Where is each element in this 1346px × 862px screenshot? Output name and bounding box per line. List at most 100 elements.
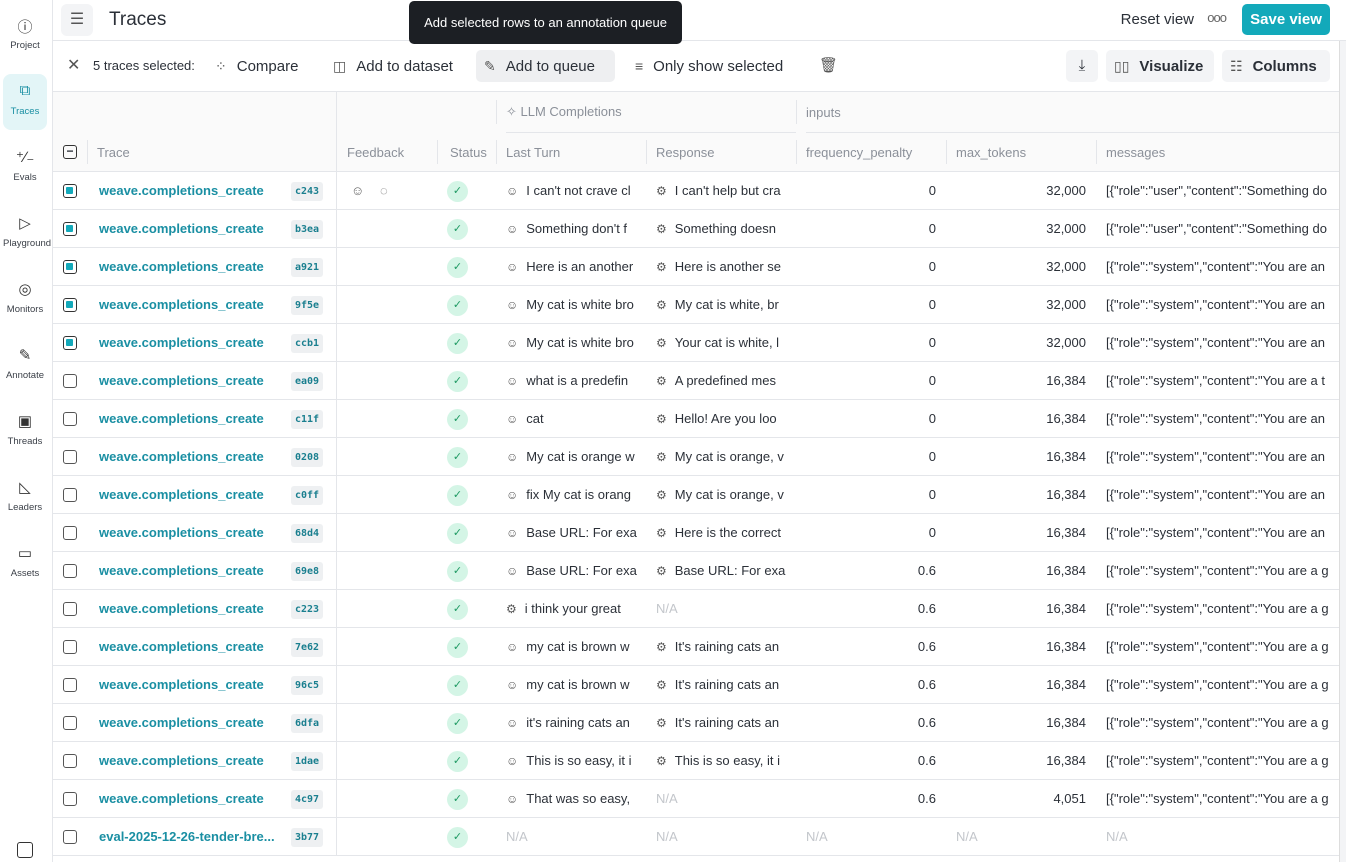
row-checkbox[interactable] (63, 526, 77, 540)
trace-name-link[interactable]: weave.completions_create (99, 525, 264, 540)
trace-name-link[interactable]: weave.completions_create (99, 297, 264, 312)
table-row[interactable]: weave.completions_create c0ff ✓ ☺ fix My c… (53, 476, 1339, 514)
trace-name-link[interactable]: weave.completions_create (99, 563, 264, 578)
trace-id-badge[interactable]: b3ea (291, 220, 324, 239)
trace-id-badge[interactable]: a921 (291, 258, 324, 277)
table-row[interactable]: weave.completions_create 1dae ✓ ☺ This is … (53, 742, 1339, 780)
download-button[interactable]: ⤓ (1066, 50, 1098, 82)
trace-id-badge[interactable]: c223 (291, 600, 324, 619)
row-checkbox[interactable] (63, 602, 77, 616)
trace-id-badge[interactable]: 9f5e (291, 296, 324, 315)
row-checkbox[interactable] (63, 336, 77, 350)
clear-selection-button[interactable]: ✕ (59, 50, 88, 82)
sidebar-item-project[interactable]: ⓘ Project (3, 8, 47, 64)
row-checkbox[interactable] (63, 754, 77, 768)
row-checkbox[interactable] (63, 374, 77, 388)
row-checkbox[interactable] (63, 488, 77, 502)
trace-id-badge[interactable]: 6dfa (291, 714, 324, 733)
trace-id-badge[interactable]: 7e62 (291, 638, 324, 657)
trace-name-link[interactable]: weave.completions_create (99, 791, 264, 806)
table-row[interactable]: weave.completions_create ea09 ✓ ☺ what is … (53, 362, 1339, 400)
row-checkbox[interactable] (63, 564, 77, 578)
add-to-dataset-button[interactable]: ◫ Add to dataset (325, 50, 461, 82)
table-row[interactable]: weave.completions_create 4c97 ✓ ☺ That was… (53, 780, 1339, 818)
add-reaction-icon[interactable]: ☺ (351, 183, 365, 198)
trace-name-link[interactable]: eval-2025-12-26-tender-bre... (99, 829, 275, 844)
row-checkbox[interactable] (63, 830, 77, 844)
more-options-icon[interactable]: ooo (1207, 10, 1227, 25)
trace-id-badge[interactable]: 1dae (291, 752, 324, 771)
trace-id-badge[interactable]: 96c5 (291, 676, 324, 695)
trace-id-badge[interactable]: ccb1 (291, 334, 324, 353)
row-checkbox[interactable] (63, 298, 77, 312)
trace-name-link[interactable]: weave.completions_create (99, 259, 264, 274)
columns-button[interactable]: ☷ Columns (1222, 50, 1330, 82)
table-row[interactable]: weave.completions_create a921 ✓ ☺ Here is … (53, 248, 1339, 286)
trace-id-badge[interactable]: c0ff (291, 486, 324, 505)
trace-name-link[interactable]: weave.completions_create (99, 715, 264, 730)
comment-icon[interactable]: ◌ (380, 183, 388, 198)
trace-name-link[interactable]: weave.completions_create (99, 335, 264, 350)
table-row[interactable]: weave.completions_create 68d4 ✓ ☺ Base URL… (53, 514, 1339, 552)
row-checkbox[interactable] (63, 716, 77, 730)
table-row[interactable]: weave.completions_create ccb1 ✓ ☺ My cat i… (53, 324, 1339, 362)
trace-id-badge[interactable]: 4c97 (291, 790, 324, 809)
table-row[interactable]: weave.completions_create 69e8 ✓ ☺ Base URL… (53, 552, 1339, 590)
row-checkbox[interactable] (63, 640, 77, 654)
trace-id-badge[interactable]: c11f (291, 410, 324, 429)
trace-name-link[interactable]: weave.completions_create (99, 183, 264, 198)
table-row[interactable]: weave.completions_create b3ea ✓ ☺ Somethin… (53, 210, 1339, 248)
sidebar-item-evals[interactable]: ⁺∕₋ Evals (3, 140, 47, 196)
sidebar-item-playground[interactable]: ▷ Playground (3, 206, 51, 262)
table-row[interactable]: weave.completions_create c223 ✓ ⚙ i think … (53, 590, 1339, 628)
table-row[interactable]: weave.completions_create 9f5e ✓ ☺ My cat i… (53, 286, 1339, 324)
trace-id-badge[interactable]: ea09 (291, 372, 324, 391)
trace-id-badge[interactable]: c243 (291, 182, 324, 201)
select-all-checkbox[interactable]: − (63, 145, 77, 159)
col-status[interactable]: Status (450, 145, 487, 160)
table-row[interactable]: weave.completions_create c243 ☺ ◌ ✓ ☺ I can'… (53, 172, 1339, 210)
row-checkbox[interactable] (63, 450, 77, 464)
col-response[interactable]: Response (656, 145, 715, 160)
table-row[interactable]: weave.completions_create 7e62 ✓ ☺ my cat i… (53, 628, 1339, 666)
sidebar-item-assets[interactable]: ▭ Assets (3, 536, 47, 592)
sidebar-item-traces[interactable]: ⧉ Traces (3, 74, 47, 130)
reset-view-button[interactable]: Reset view (1120, 11, 1194, 28)
trace-name-link[interactable]: weave.completions_create (99, 753, 264, 768)
compare-button[interactable]: ⁘ Compare (207, 50, 306, 82)
trace-id-badge[interactable]: 0208 (291, 448, 324, 467)
menu-button[interactable]: ☰ (61, 4, 93, 36)
only-show-selected-button[interactable]: ≡ Only show selected (627, 50, 791, 82)
table-row[interactable]: weave.completions_create c11f ✓ ☺ cat ⚙ Hell… (53, 400, 1339, 438)
row-checkbox[interactable] (63, 792, 77, 806)
trace-id-badge[interactable]: 3b77 (291, 828, 324, 847)
inbox-icon[interactable] (17, 842, 33, 858)
trace-name-link[interactable]: weave.completions_create (99, 639, 264, 654)
table-row[interactable]: eval-2025-12-26-tender-bre... 3b77 ✓ N/A N… (53, 818, 1339, 856)
sidebar-item-leaders[interactable]: ◺ Leaders (3, 470, 47, 526)
col-trace[interactable]: Trace (97, 145, 130, 160)
delete-button[interactable]: 🗑 (811, 50, 846, 82)
trace-name-link[interactable]: weave.completions_create (99, 373, 264, 388)
scrollbar[interactable] (1339, 41, 1346, 862)
add-to-queue-button[interactable]: ✎ Add to queue (476, 50, 615, 82)
trace-id-badge[interactable]: 68d4 (291, 524, 324, 543)
row-checkbox[interactable] (63, 412, 77, 426)
row-checkbox[interactable] (63, 678, 77, 692)
sidebar-item-annotate[interactable]: ✎ Annotate (3, 338, 47, 394)
trace-name-link[interactable]: weave.completions_create (99, 601, 264, 616)
table-row[interactable]: weave.completions_create 96c5 ✓ ☺ my cat i… (53, 666, 1339, 704)
table-row[interactable]: weave.completions_create 6dfa ✓ ☺ it's rai… (53, 704, 1339, 742)
row-checkbox[interactable] (63, 260, 77, 274)
visualize-button[interactable]: ▯▯ Visualize (1106, 50, 1214, 82)
sidebar-item-monitors[interactable]: ◎ Monitors (3, 272, 47, 328)
row-checkbox[interactable] (63, 184, 77, 198)
col-last-turn[interactable]: Last Turn (506, 145, 561, 160)
col-messages[interactable]: messages (1106, 145, 1166, 160)
col-feedback[interactable]: Feedback (347, 145, 405, 160)
trace-name-link[interactable]: weave.completions_create (99, 221, 264, 236)
save-view-button[interactable]: Save view (1242, 4, 1330, 35)
trace-id-badge[interactable]: 69e8 (291, 562, 324, 581)
trace-name-link[interactable]: weave.completions_create (99, 449, 264, 464)
trace-name-link[interactable]: weave.completions_create (99, 411, 264, 426)
